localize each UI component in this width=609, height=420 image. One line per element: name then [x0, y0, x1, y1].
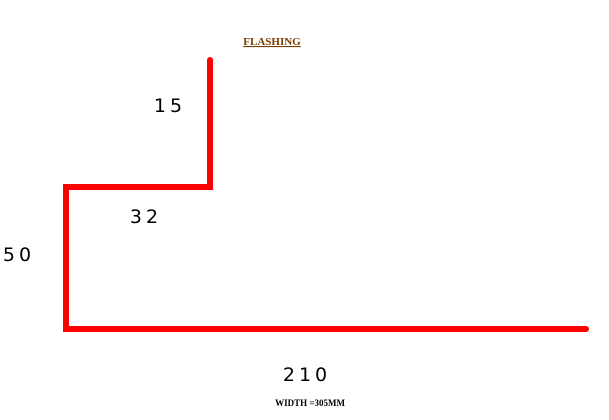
dimension-upright: 50 — [3, 244, 35, 266]
flashing-profile — [63, 57, 589, 332]
dimension-step: 32 — [130, 206, 162, 228]
dimension-base: 210 — [283, 364, 331, 386]
drawing-title: FLASHING — [243, 36, 301, 48]
dimension-top-flange: 15 — [154, 95, 186, 117]
width-note: WIDTH =305MM — [275, 398, 345, 408]
